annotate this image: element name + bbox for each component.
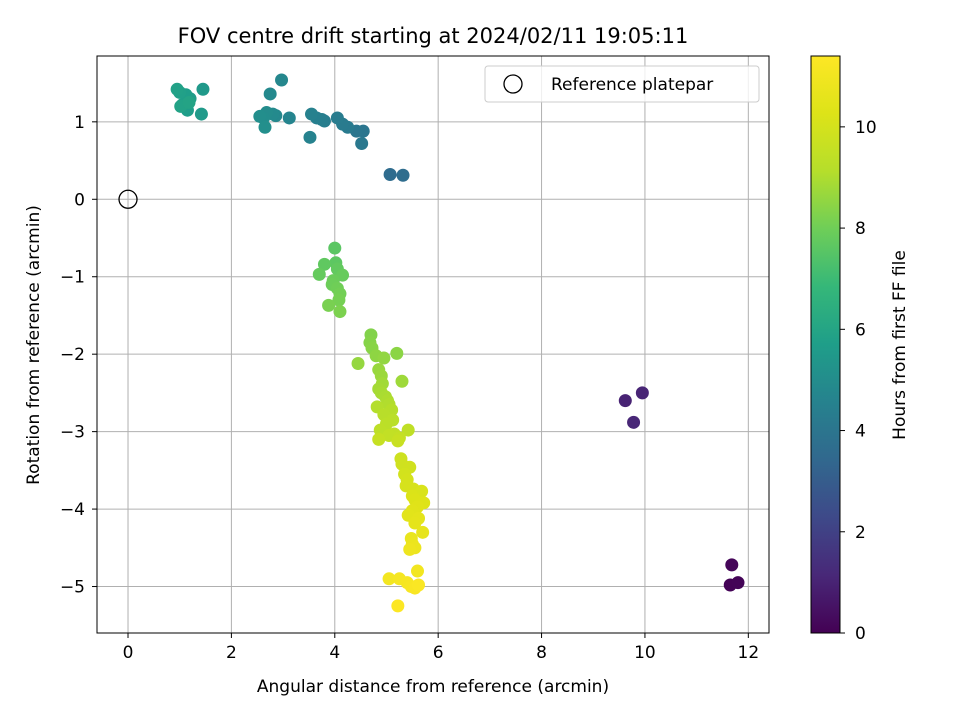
colorbar-tick-label: 10 [855,118,877,138]
colorbar-tick-label: 4 [855,422,866,442]
y-tick-label: −5 [60,578,85,598]
y-tick-label: 0 [74,190,85,210]
data-point [635,386,649,400]
x-tick-label: 10 [634,643,656,663]
data-point [330,111,344,125]
data-point [333,305,347,319]
x-tick-label: 6 [433,643,444,663]
data-point [258,120,272,134]
data-point [725,558,739,572]
plot-frame [96,55,770,634]
data-point [731,576,745,590]
data-point [391,434,405,448]
y-tick-label: −2 [60,345,85,365]
data-point [403,542,417,556]
x-tick-label: 4 [329,643,340,663]
data-point [390,346,404,360]
colorbar-tick-label: 8 [855,219,866,239]
y-tick-label: −3 [60,423,85,443]
data-points [170,73,745,613]
reference-platepar-marker [118,189,138,209]
x-axis-label: Angular distance from reference (arcmin) [257,677,609,697]
y-tick-label: 1 [74,113,85,133]
y-axis: 1 0 −1 −2 −3 −4 −5 [60,113,97,598]
legend-open-circle-marker [503,74,523,94]
data-point [312,267,326,281]
colorbar-tick-label: 0 [855,624,866,644]
data-point [328,241,342,255]
data-point [382,572,396,586]
data-point [305,107,319,121]
data-point [395,374,409,388]
colorbar-ticks: 0 2 4 6 8 10 [840,118,877,644]
y-tick-label: −1 [60,268,85,288]
colorbar-gradient [810,55,841,634]
chart-title: FOV centre drift starting at 2024/02/11 … [178,24,689,48]
grid-lines [97,56,769,633]
legend-box [484,65,760,103]
data-point [416,525,430,539]
data-point [377,351,391,365]
data-point [182,95,196,109]
colorbar-tick-label: 6 [855,320,866,340]
colorbar-label: Hours from first FF file [890,250,910,440]
x-tick-label: 0 [123,643,134,663]
x-tick-label: 8 [536,643,547,663]
data-point [194,107,208,121]
legend-label-reference-platepar: Reference platepar [551,75,713,95]
data-point [196,82,210,96]
y-axis-label: Rotation from reference (arcmin) [24,205,44,485]
data-point [372,432,386,446]
data-point [408,516,422,530]
data-point [263,87,277,101]
data-point [627,415,641,429]
x-axis: 0 2 4 6 8 10 12 [123,633,760,663]
data-point [332,293,346,307]
data-point [401,423,415,437]
colorbar: 0 2 4 6 8 10 Hours from first FF file [810,55,910,644]
colorbar-tick-label: 2 [855,523,866,543]
data-point [618,394,632,408]
data-point [282,111,296,125]
data-point [322,298,336,312]
data-point [303,130,317,144]
data-point [253,109,267,123]
data-point [170,82,184,96]
data-point [275,73,289,87]
data-point [383,167,397,181]
data-point [412,578,426,592]
x-tick-label: 2 [226,643,237,663]
data-point [355,137,369,151]
x-tick-label: 12 [738,643,760,663]
data-point [391,599,405,613]
y-tick-label: −4 [60,500,85,520]
data-point [351,356,365,370]
data-point [317,257,331,271]
legend: Reference platepar [484,65,760,103]
data-point [396,168,410,182]
data-point [410,564,424,578]
